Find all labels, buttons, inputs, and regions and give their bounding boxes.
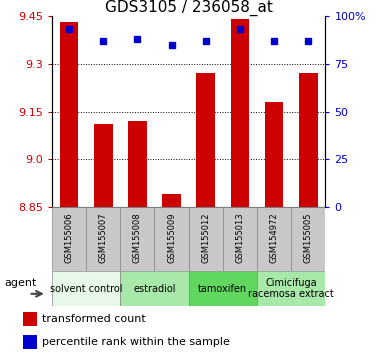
Bar (196, 73, 215, 207)
Bar (94, 124, 113, 207)
Text: GSM155005: GSM155005 (304, 212, 313, 263)
Text: GSM155008: GSM155008 (133, 212, 142, 263)
Text: GSM155009: GSM155009 (167, 212, 176, 263)
Bar (52, 271, 120, 306)
Bar (52, 207, 86, 271)
Bar (23, 312, 37, 326)
Bar (154, 207, 189, 271)
Text: Cimicifuga
racemosa extract: Cimicifuga racemosa extract (248, 278, 334, 299)
Bar (120, 271, 189, 306)
Text: estradiol: estradiol (133, 284, 176, 293)
Text: tamoxifen: tamoxifen (198, 284, 248, 293)
Text: GSM155007: GSM155007 (99, 212, 108, 263)
Bar (299, 73, 318, 207)
Text: GSM155012: GSM155012 (201, 212, 210, 263)
Bar (120, 207, 154, 271)
Bar (264, 102, 283, 207)
Bar (162, 194, 181, 207)
Bar (189, 271, 257, 306)
Bar (257, 207, 291, 271)
Text: percentile rank within the sample: percentile rank within the sample (42, 337, 229, 347)
Text: GSM155006: GSM155006 (65, 212, 74, 263)
Text: agent: agent (4, 278, 37, 288)
Text: transformed count: transformed count (42, 314, 146, 324)
Text: solvent control: solvent control (50, 284, 122, 293)
Bar (128, 121, 147, 207)
Text: GSM155013: GSM155013 (235, 212, 244, 263)
Title: GDS3105 / 236058_at: GDS3105 / 236058_at (105, 0, 273, 16)
Bar (257, 271, 325, 306)
Bar (231, 19, 249, 207)
Text: GSM154972: GSM154972 (270, 212, 279, 263)
Bar (223, 207, 257, 271)
Bar (291, 207, 325, 271)
Bar (23, 335, 37, 349)
Bar (86, 207, 120, 271)
Bar (60, 22, 79, 207)
Bar (189, 207, 223, 271)
